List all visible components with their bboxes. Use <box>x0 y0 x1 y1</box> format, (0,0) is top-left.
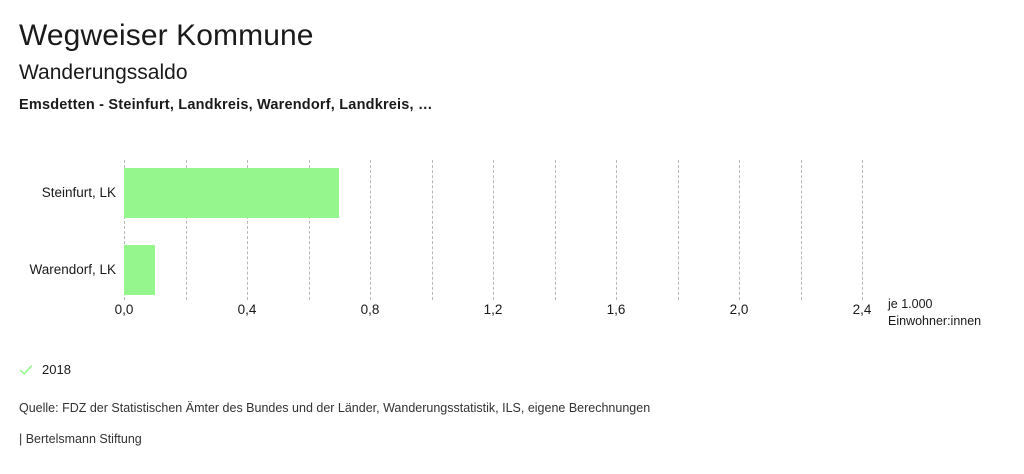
check-icon <box>19 364 33 375</box>
bar-fill <box>124 245 155 295</box>
gridline <box>862 160 864 300</box>
chart-footer: Quelle: FDZ der Statistischen Ämter des … <box>19 400 650 448</box>
plot-area <box>124 160 864 300</box>
chart-plot-wrapper: Steinfurt, LK Warendorf, LK 0,0 0,4 0,8 1,2 1… <box>0 150 1024 330</box>
x-tick-label: 1,2 <box>483 302 503 317</box>
chart-subtitle: Wanderungssaldo <box>19 61 188 84</box>
x-axis-unit-line2: Einwohner:innen <box>888 314 982 328</box>
category-label: Warendorf, LK <box>29 262 116 277</box>
page-title: Wegweiser Kommune <box>19 19 314 52</box>
category-label: Steinfurt, LK <box>41 185 116 200</box>
x-tick-label: 1,6 <box>606 302 626 317</box>
bar[interactable] <box>124 245 155 295</box>
x-axis-unit-line1: je 1.000 <box>888 297 933 311</box>
source-note: Quelle: FDZ der Statistischen Ämter des … <box>19 401 651 415</box>
chart-header: Wegweiser Kommune Wanderungssaldo Emsdet… <box>19 0 433 114</box>
x-tick-label: 0,4 <box>237 302 257 317</box>
bar-fill <box>124 168 340 218</box>
x-tick-label: 2,4 <box>852 302 872 317</box>
x-tick-label: 0,0 <box>114 302 134 317</box>
bar-series <box>124 160 862 300</box>
legend-item-label: 2018 <box>42 362 71 377</box>
x-axis-unit-label: je 1.000 Einwohner:innen <box>888 296 981 330</box>
bar[interactable] <box>124 168 340 218</box>
chart-region-label: Emsdetten - Steinfurt, Landkreis, Warend… <box>19 97 433 113</box>
publisher-note: | Bertelsmann Stiftung <box>19 432 142 446</box>
chart-legend[interactable]: 2018 <box>19 362 71 377</box>
x-tick-label: 0,8 <box>360 302 380 317</box>
x-tick-label: 2,0 <box>729 302 749 317</box>
